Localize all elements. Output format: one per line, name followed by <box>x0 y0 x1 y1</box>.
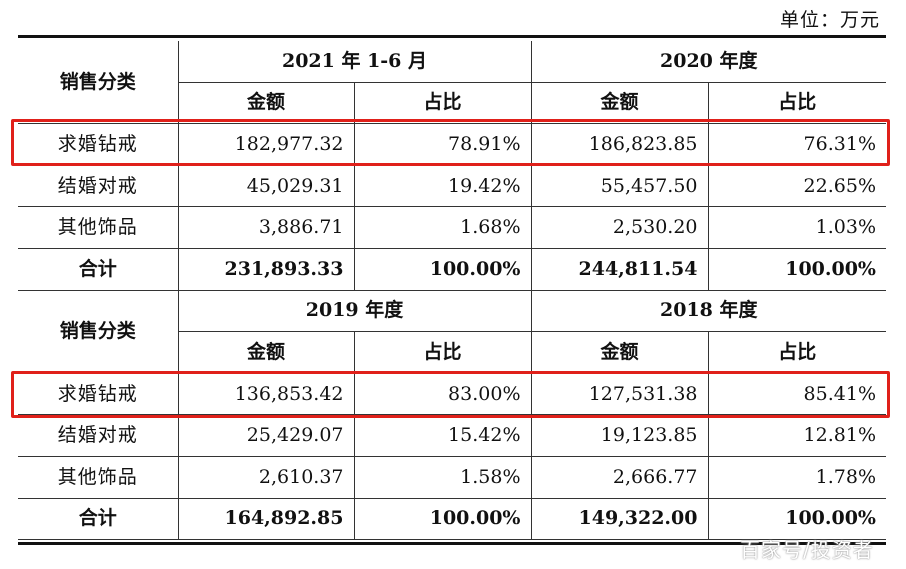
amount-cell: 136,853.42 <box>177 372 355 416</box>
period-header: 2021 年 1-6 月 <box>177 41 532 83</box>
share-cell: 1.03% <box>707 206 886 249</box>
amount-cell: 2,530.20 <box>530 206 709 249</box>
period-header: 2020 年度 <box>530 41 886 83</box>
amount-cell: 244,811.54 <box>530 247 709 291</box>
amount-cell: 55,457.50 <box>530 164 709 208</box>
table-row: 求婚钻戒 136,853.42 83.00% 127,531.38 85.41% <box>18 372 886 416</box>
watermark: 百家号/投资者 <box>740 538 874 562</box>
share-cell: 78.91% <box>353 123 532 166</box>
amount-cell: 164,892.85 <box>177 497 355 541</box>
sub-header-row: 金额 占比 金额 占比 <box>18 331 886 374</box>
highlight-box <box>11 119 890 166</box>
amount-cell: 19,123.85 <box>530 414 709 457</box>
total-row: 合计 164,892.85 100.00% 149,322.00 100.00% <box>18 497 886 541</box>
amount-cell: 149,322.00 <box>530 497 709 541</box>
table-row: 其他饰品 2,610.37 1.58% 2,666.77 1.78% <box>18 455 886 499</box>
highlight-box <box>11 371 890 418</box>
period-header: 2018 年度 <box>530 289 886 333</box>
amount-cell: 231,893.33 <box>177 247 355 291</box>
share-cell: 1.58% <box>353 455 532 499</box>
category-cell: 结婚对戒 <box>18 164 179 208</box>
total-label: 合计 <box>18 247 179 291</box>
share-cell: 19.42% <box>353 164 532 208</box>
category-header: 销售分类 <box>18 289 179 374</box>
share-header: 占比 <box>353 331 532 374</box>
share-cell: 85.41% <box>707 372 886 416</box>
amount-header: 金额 <box>178 81 355 125</box>
amount-cell: 2,666.77 <box>530 455 709 499</box>
top-rule <box>18 35 886 38</box>
unit-label: 单位：万元 <box>779 9 880 31</box>
share-cell: 100.00% <box>707 247 886 291</box>
table-row: 结婚对戒 45,029.31 19.42% 55,457.50 22.65% <box>18 164 886 208</box>
amount-header: 金额 <box>178 331 355 374</box>
share-header: 占比 <box>707 81 886 125</box>
share-cell: 15.42% <box>353 414 532 457</box>
total-row: 合计 231,893.33 100.00% 244,811.54 100.00% <box>18 247 886 291</box>
category-cell: 求婚钻戒 <box>18 123 179 166</box>
category-cell: 其他饰品 <box>18 206 179 249</box>
total-label: 合计 <box>18 497 179 541</box>
table-row: 求婚钻戒 182,977.32 78.91% 186,823.85 76.31% <box>18 123 886 166</box>
period-header: 2019 年度 <box>177 289 532 333</box>
amount-cell: 182,977.32 <box>177 123 355 166</box>
table-row: 其他饰品 3,886.71 1.68% 2,530.20 1.03% <box>18 206 886 249</box>
amount-cell: 2,610.37 <box>177 455 355 499</box>
share-cell: 100.00% <box>353 247 532 291</box>
share-cell: 100.00% <box>353 497 532 541</box>
table-row: 结婚对戒 25,429.07 15.42% 19,123.85 12.81% <box>18 414 886 457</box>
share-cell: 12.81% <box>707 414 886 457</box>
period-header-row: 销售分类 2019 年度 2018 年度 <box>18 289 886 374</box>
category-cell: 其他饰品 <box>18 455 179 499</box>
category-cell: 结婚对戒 <box>18 414 179 457</box>
amount-cell: 127,531.38 <box>530 372 709 416</box>
bottom-rule <box>18 542 886 545</box>
amount-cell: 3,886.71 <box>177 206 355 249</box>
share-cell: 83.00% <box>353 372 532 416</box>
share-header: 占比 <box>707 331 886 374</box>
share-cell: 22.65% <box>707 164 886 208</box>
amount-cell: 186,823.85 <box>530 123 709 166</box>
period-header-row: 销售分类 2021 年 1-6 月 2020 年度 <box>18 41 886 125</box>
amount-header: 金额 <box>530 331 709 374</box>
sales-table: 销售分类 2021 年 1-6 月 2020 年度 金额 占比 金额 占比 求婚… <box>18 41 886 541</box>
amount-cell: 25,429.07 <box>177 414 355 457</box>
share-cell: 1.68% <box>353 206 532 249</box>
category-header: 销售分类 <box>18 41 179 125</box>
share-cell: 100.00% <box>707 497 886 541</box>
share-cell: 1.78% <box>707 455 886 499</box>
share-header: 占比 <box>353 81 532 125</box>
amount-header: 金额 <box>530 81 709 125</box>
amount-cell: 45,029.31 <box>177 164 355 208</box>
